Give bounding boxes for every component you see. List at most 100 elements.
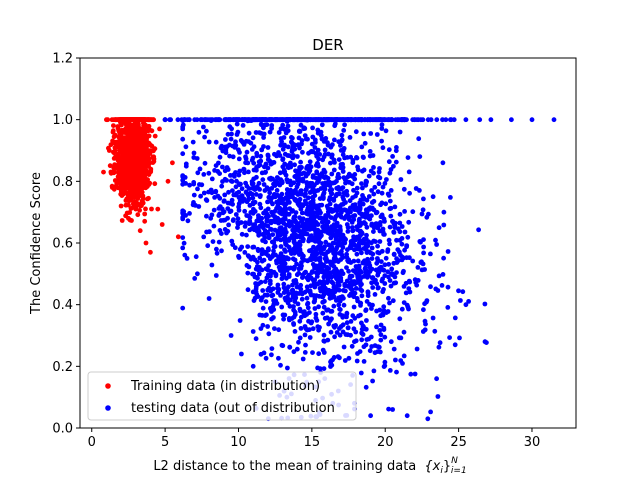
testing-point xyxy=(434,242,439,247)
testing-point xyxy=(378,259,384,264)
training-point xyxy=(129,129,135,135)
testing-point xyxy=(265,253,271,258)
testing-point xyxy=(341,344,347,350)
testing-point xyxy=(377,307,383,313)
testing-point xyxy=(249,179,255,185)
testing-point xyxy=(332,121,338,127)
legend: Training data (in distribution) testing … xyxy=(87,371,357,421)
testing-point xyxy=(235,216,241,222)
testing-point xyxy=(229,126,235,132)
testing-point xyxy=(397,249,402,255)
x-axis-label-sub-i: i xyxy=(440,466,443,476)
testing-point xyxy=(213,139,219,145)
testing-point xyxy=(298,266,304,271)
testing-point xyxy=(197,166,203,172)
testing-point xyxy=(366,194,372,199)
testing-point xyxy=(226,222,232,228)
testing-point xyxy=(457,335,462,341)
testing-point xyxy=(351,258,357,264)
testing-point xyxy=(246,139,252,145)
testing-point xyxy=(389,117,395,123)
testing-point xyxy=(318,240,324,246)
training-point xyxy=(135,212,141,218)
testing-point xyxy=(312,189,317,195)
training-point xyxy=(142,211,148,217)
testing-point xyxy=(381,364,387,369)
testing-point xyxy=(325,230,330,236)
testing-point xyxy=(391,260,397,266)
testing-point xyxy=(297,318,303,324)
testing-point xyxy=(325,277,331,283)
testing-point xyxy=(363,182,369,188)
testing-point xyxy=(340,271,346,277)
testing-point xyxy=(279,139,284,145)
testing-point xyxy=(348,291,354,297)
testing-point xyxy=(300,238,306,244)
testing-point xyxy=(251,271,256,277)
testing-point xyxy=(233,184,239,190)
testing-point xyxy=(285,265,291,271)
testing-point xyxy=(388,283,394,289)
testing-point xyxy=(356,221,362,227)
testing-point xyxy=(201,190,207,196)
training-point xyxy=(123,126,128,132)
testing-point xyxy=(282,142,287,148)
testing-point xyxy=(240,123,246,128)
training-point xyxy=(150,154,156,160)
testing-point xyxy=(421,250,426,256)
testing-point xyxy=(201,124,206,130)
testing-point xyxy=(239,186,245,192)
testing-point xyxy=(310,174,316,180)
testing-point xyxy=(204,229,210,235)
testing-point xyxy=(397,316,403,322)
testing-point xyxy=(412,371,418,377)
testing-point xyxy=(222,217,228,223)
testing-point xyxy=(337,307,343,312)
testing-point xyxy=(366,173,372,179)
testing-point xyxy=(339,137,345,143)
testing-point xyxy=(263,355,269,361)
testing-point xyxy=(234,121,240,127)
testing-point xyxy=(363,265,368,271)
testing-point xyxy=(330,142,335,148)
testing-point xyxy=(398,358,404,363)
testing-point xyxy=(348,239,354,244)
testing-point xyxy=(275,175,281,181)
testing-point xyxy=(416,136,422,142)
testing-point xyxy=(294,261,299,267)
testing-point xyxy=(183,181,189,186)
testing-point xyxy=(292,257,298,263)
y-axis-ticks: 0.0 0.2 0.4 0.6 0.8 1.0 1.2 xyxy=(52,52,80,437)
testing-point xyxy=(340,245,346,250)
testing-point xyxy=(381,325,387,331)
testing-point xyxy=(417,154,423,160)
testing-point xyxy=(314,210,320,215)
testing-point xyxy=(235,220,241,226)
testing-point xyxy=(382,181,388,186)
testing-point xyxy=(266,213,271,219)
testing-point xyxy=(283,256,288,262)
testing-point xyxy=(369,256,375,261)
testing-point xyxy=(280,122,286,128)
testing-point xyxy=(420,329,426,334)
testing-point xyxy=(180,245,186,251)
testing-point xyxy=(276,327,282,333)
training-point xyxy=(137,228,143,234)
testing-point xyxy=(405,234,411,240)
testing-point xyxy=(334,223,340,229)
testing-point xyxy=(347,275,353,281)
testing-point xyxy=(300,356,306,362)
testing-point xyxy=(359,337,365,343)
testing-point xyxy=(355,258,361,264)
testing-point xyxy=(334,237,340,242)
testing-point xyxy=(272,151,277,157)
testing-point xyxy=(258,205,264,211)
testing-point xyxy=(404,244,409,250)
testing-point xyxy=(330,196,336,202)
training-point xyxy=(157,126,162,132)
testing-point xyxy=(374,324,379,330)
testing-point xyxy=(369,117,375,123)
training-point xyxy=(123,198,129,203)
testing-point xyxy=(359,117,365,123)
testing-point xyxy=(362,140,368,146)
